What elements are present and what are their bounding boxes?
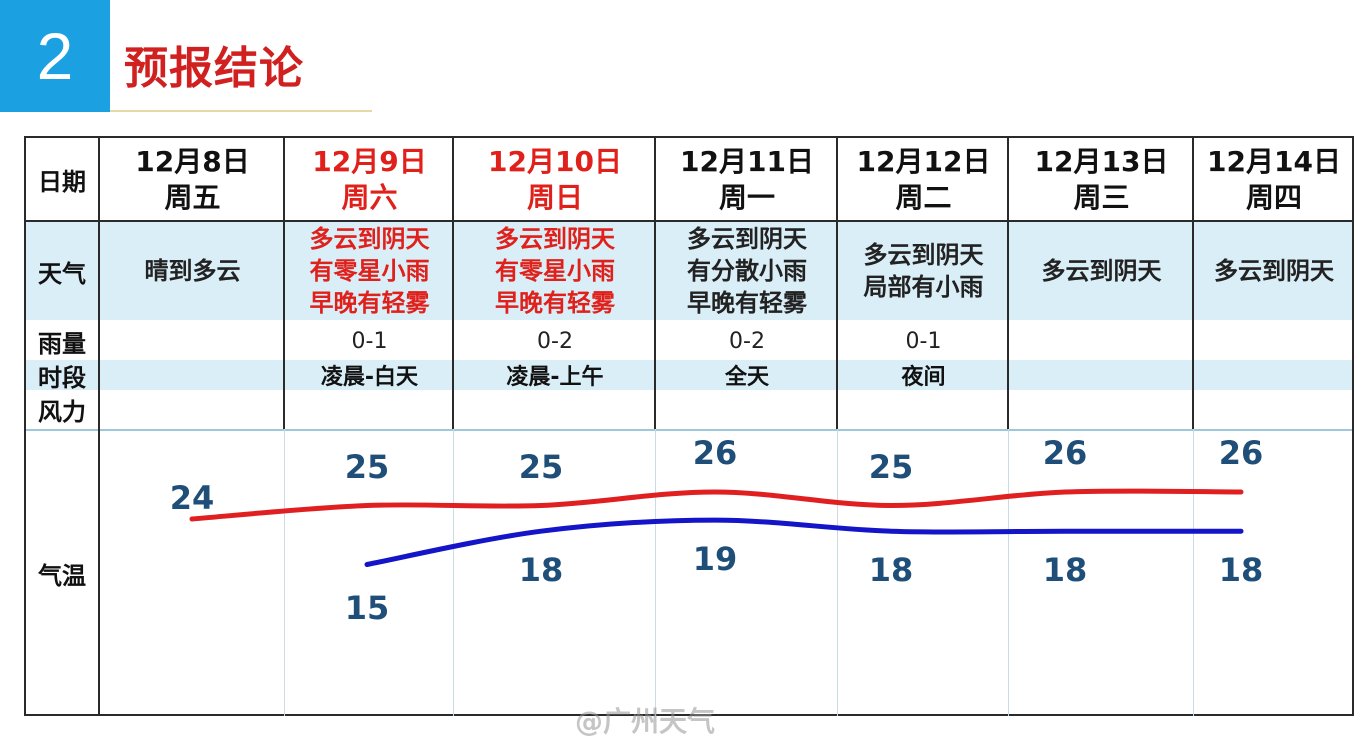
date-cell: 12月14日 周四 bbox=[1194, 140, 1354, 220]
weekday-label: 周四 bbox=[1245, 181, 1302, 214]
weather-cell: 多云到阴天有零星小雨早晚有轻雾 bbox=[454, 222, 656, 320]
weekday-label: 周二 bbox=[895, 181, 952, 214]
row-label-weather: 天气 bbox=[38, 259, 86, 288]
date-cell: 12月10日 周日 bbox=[454, 140, 656, 220]
forecast-table: 日期 天气 雨量 时段 风力 气温 12月8日 周五 晴到多云 12月9日 周六 多云到阴… bbox=[24, 136, 1354, 716]
weather-text: 有零星小雨 bbox=[495, 257, 615, 285]
period-row-band bbox=[100, 360, 1352, 390]
weekday-label: 周六 bbox=[341, 181, 398, 214]
row-label-wind: 风力 bbox=[38, 397, 86, 426]
weather-cell: 多云到阴天 bbox=[1194, 222, 1354, 320]
rain-period bbox=[1009, 360, 1194, 390]
title-underline bbox=[110, 110, 372, 112]
page-title: 预报结论 bbox=[124, 43, 304, 94]
date-cell: 12月8日 周五 bbox=[100, 140, 285, 220]
low-temp-label: 18 bbox=[868, 551, 914, 590]
weather-text: 有零星小雨 bbox=[309, 257, 430, 285]
rain-period: 凌晨-白天 bbox=[320, 365, 419, 390]
watermark: @广州天气 bbox=[575, 705, 716, 738]
weather-cell: 晴到多云 bbox=[100, 222, 285, 320]
weather-text: 多云到阴天 bbox=[495, 225, 615, 253]
row-label-temp: 气温 bbox=[38, 562, 86, 590]
rain-period: 夜间 bbox=[901, 365, 946, 390]
weather-text: 晴到多云 bbox=[144, 257, 241, 285]
weather-text: 多云到阴天 bbox=[687, 225, 807, 253]
rain-amount bbox=[1009, 324, 1194, 358]
high-temp-label: 24 bbox=[169, 479, 215, 517]
date-label: 12月8日 bbox=[135, 145, 250, 178]
high-temp-line bbox=[189, 488, 1244, 522]
chart-divider bbox=[26, 429, 1352, 431]
high-temp-label: 26 bbox=[1218, 434, 1264, 472]
header-divider bbox=[26, 220, 1352, 222]
date-label: 12月13日 bbox=[1034, 145, 1169, 178]
column-divider bbox=[654, 138, 656, 429]
row-label-date: 日期 bbox=[38, 167, 86, 196]
rain-period: 全天 bbox=[724, 365, 769, 390]
rain-amount: 0-1 bbox=[351, 328, 388, 354]
column-divider bbox=[452, 138, 454, 429]
label-column-divider bbox=[98, 138, 100, 714]
rain-amount: 0-2 bbox=[537, 328, 573, 354]
column-divider bbox=[1007, 138, 1009, 429]
rain-period bbox=[100, 360, 285, 390]
weather-cell: 多云到阴天局部有小雨 bbox=[838, 222, 1009, 320]
temperature-chart bbox=[189, 488, 1244, 567]
date-cell: 12月13日 周三 bbox=[1009, 140, 1194, 220]
column-divider bbox=[1192, 138, 1194, 429]
column-divider bbox=[283, 138, 285, 429]
weather-text: 多云到阴天 bbox=[309, 225, 430, 253]
high-temp-label: 25 bbox=[868, 447, 914, 486]
weather-text: 局部有小雨 bbox=[863, 273, 984, 301]
row-label-rain: 雨量 bbox=[38, 329, 86, 358]
rain-amount: 0-1 bbox=[905, 328, 942, 354]
high-temp-label: 25 bbox=[518, 447, 564, 486]
weather-text: 早晚有轻雾 bbox=[495, 289, 615, 317]
low-temp-label: 15 bbox=[344, 588, 390, 627]
rain-amount bbox=[100, 324, 285, 358]
weekday-label: 周日 bbox=[526, 181, 583, 214]
column-divider bbox=[836, 138, 838, 429]
high-temp-label: 26 bbox=[1042, 434, 1088, 472]
section-number-badge: 2 bbox=[0, 0, 110, 112]
weather-cell: 多云到阴天有分散小雨早晚有轻雾 bbox=[656, 222, 838, 320]
weather-text: 多云到阴天 bbox=[863, 241, 984, 269]
high-temp-label: 25 bbox=[344, 447, 390, 486]
weather-text: 有分散小雨 bbox=[687, 257, 807, 285]
low-temp-label: 18 bbox=[518, 551, 564, 590]
date-label: 12月11日 bbox=[680, 145, 814, 178]
weather-text: 多云到阴天 bbox=[1041, 257, 1162, 285]
date-cell: 12月11日 周一 bbox=[656, 140, 838, 220]
weather-text: 早晚有轻雾 bbox=[687, 289, 807, 317]
low-temp-line bbox=[364, 517, 1244, 567]
date-label: 12月10日 bbox=[488, 145, 622, 178]
weather-cell: 多云到阴天 bbox=[1009, 222, 1194, 320]
low-temp-label: 18 bbox=[1042, 551, 1088, 590]
low-temp-label: 18 bbox=[1218, 551, 1264, 590]
weather-text: 多云到阴天 bbox=[1214, 257, 1334, 285]
weekday-label: 周一 bbox=[718, 181, 775, 214]
rain-period: 凌晨-上午 bbox=[506, 365, 604, 390]
weekday-label: 周三 bbox=[1073, 181, 1130, 214]
rain-period bbox=[1194, 360, 1354, 390]
rain-amount bbox=[1194, 324, 1354, 358]
date-cell: 12月12日 周二 bbox=[838, 140, 1009, 220]
weekday-label: 周五 bbox=[164, 181, 221, 214]
date-label: 12月14日 bbox=[1207, 145, 1341, 178]
high-temp-label: 26 bbox=[692, 434, 738, 472]
date-cell: 12月9日 周六 bbox=[285, 140, 454, 220]
date-label: 12月9日 bbox=[312, 145, 427, 178]
low-temp-label: 19 bbox=[692, 540, 738, 579]
row-label-period: 时段 bbox=[38, 363, 86, 392]
weather-cell: 多云到阴天有零星小雨早晚有轻雾 bbox=[285, 222, 454, 320]
rain-amount: 0-2 bbox=[729, 328, 765, 354]
weather-row-band bbox=[100, 222, 1352, 320]
date-label: 12月12日 bbox=[856, 145, 991, 178]
weather-text: 早晚有轻雾 bbox=[309, 289, 430, 317]
